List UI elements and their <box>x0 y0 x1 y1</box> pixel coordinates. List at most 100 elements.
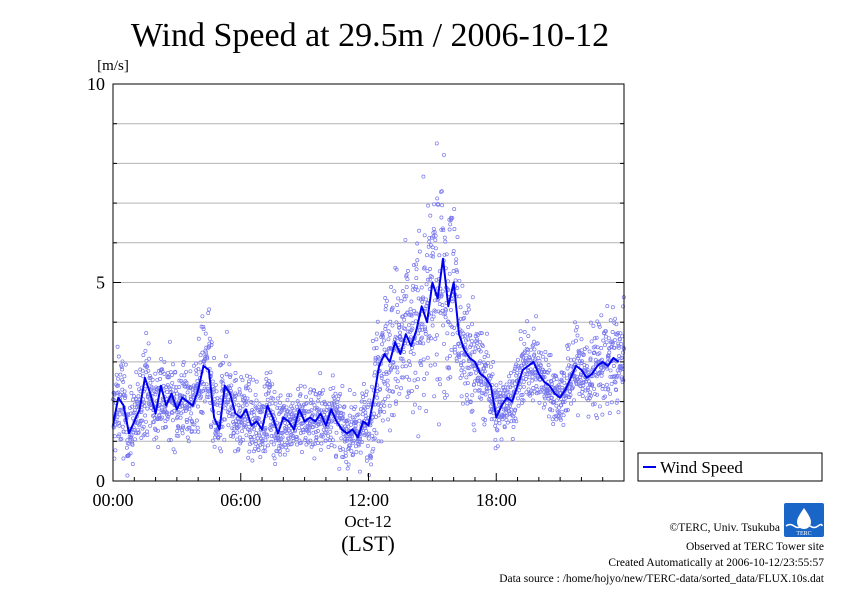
scatter-point <box>189 411 194 416</box>
scatter-point <box>245 386 250 390</box>
scatter-point <box>319 432 324 437</box>
scatter-point <box>414 276 419 281</box>
scatter-point <box>299 421 304 426</box>
scatter-point <box>379 375 384 380</box>
scatter-point <box>463 381 468 386</box>
scatter-point <box>172 450 177 455</box>
scatter-point <box>473 388 478 393</box>
scatter-point <box>118 437 123 442</box>
scatter-point <box>415 241 420 246</box>
scatter-point <box>142 400 147 405</box>
scatter-point <box>325 405 330 409</box>
scatter-point <box>350 415 355 420</box>
scatter-point <box>512 369 517 373</box>
scatter-point <box>374 431 379 436</box>
scatter-point <box>554 377 559 381</box>
scatter-point <box>608 391 613 396</box>
scatter-point <box>212 386 217 391</box>
scatter-point <box>426 338 431 343</box>
scatter-point <box>341 411 346 416</box>
scatter-point <box>420 327 424 332</box>
scatter-point <box>357 469 362 474</box>
scatter-point <box>452 350 457 355</box>
scatter-point <box>241 438 246 442</box>
scatter-point <box>318 371 323 376</box>
scatter-point <box>218 433 223 438</box>
scatter-point <box>466 303 471 308</box>
scatter-point <box>196 429 201 434</box>
scatter-point <box>591 323 596 328</box>
scatter-point <box>283 421 288 425</box>
scatter-point <box>250 400 255 405</box>
scatter-point <box>422 377 427 381</box>
scatter-point <box>242 396 247 400</box>
scatter-point <box>446 320 451 325</box>
scatter-point <box>321 388 326 393</box>
scatter-point <box>454 359 459 364</box>
scatter-point <box>195 425 200 430</box>
scatter-point <box>318 421 323 426</box>
scatter-point <box>614 400 619 405</box>
scatter-point <box>516 403 521 408</box>
scatter-point <box>471 422 476 427</box>
scatter-point <box>301 430 306 435</box>
scatter-point <box>220 424 225 429</box>
scatter-point <box>363 428 368 433</box>
scatter-point <box>571 340 576 345</box>
scatter-point <box>144 365 149 369</box>
scatter-point <box>490 372 495 377</box>
scatter-point <box>339 410 343 415</box>
legend-box <box>637 452 823 482</box>
scatter-point <box>387 332 392 337</box>
scatter-point <box>524 346 529 351</box>
scatter-point <box>308 390 312 395</box>
scatter-point <box>261 449 266 453</box>
scatter-point <box>372 346 377 351</box>
scatter-point <box>418 341 423 346</box>
scatter-point <box>400 364 405 369</box>
scatter-point <box>141 374 146 379</box>
scatter-point <box>581 353 586 357</box>
scatter-point <box>347 413 352 418</box>
scatter-point <box>266 391 271 396</box>
scatter-point <box>312 388 317 393</box>
scatter-point <box>395 303 400 308</box>
scatter-point <box>541 405 546 410</box>
scatter-point <box>416 331 421 336</box>
scatter-point <box>395 379 400 384</box>
scatter-point <box>206 388 211 393</box>
scatter-point <box>337 466 342 471</box>
scatter-point <box>226 400 231 405</box>
scatter-point <box>397 325 402 330</box>
scatter-point <box>394 399 398 404</box>
scatter-point <box>335 404 340 409</box>
scatter-point <box>407 359 411 364</box>
scatter-point <box>241 393 246 398</box>
scatter-point <box>473 379 477 384</box>
scatter-point <box>554 398 559 403</box>
scatter-point <box>621 304 625 309</box>
scatter-point <box>418 358 423 363</box>
scatter-point <box>432 202 437 207</box>
y-tick-label: 0 <box>96 471 105 491</box>
scatter-point <box>167 438 172 443</box>
scatter-point <box>374 337 379 342</box>
scatter-point <box>395 370 400 375</box>
scatter-point <box>439 189 444 194</box>
scatter-point <box>426 203 431 208</box>
scatter-point <box>566 346 571 351</box>
x-tick-label: 18:00 <box>476 490 517 510</box>
scatter-point <box>449 216 454 221</box>
scatter-point <box>599 373 604 378</box>
scatter-point <box>494 383 499 388</box>
scatter-point <box>257 402 262 407</box>
scatter-point <box>174 433 179 438</box>
scatter-point <box>526 387 531 392</box>
scatter-point <box>205 386 210 391</box>
scatter-point <box>353 423 358 428</box>
scatter-point <box>167 375 172 379</box>
scatter-point <box>562 380 567 385</box>
scatter-point <box>532 352 537 357</box>
scatter-point <box>298 383 303 388</box>
scatter-point <box>607 350 612 355</box>
